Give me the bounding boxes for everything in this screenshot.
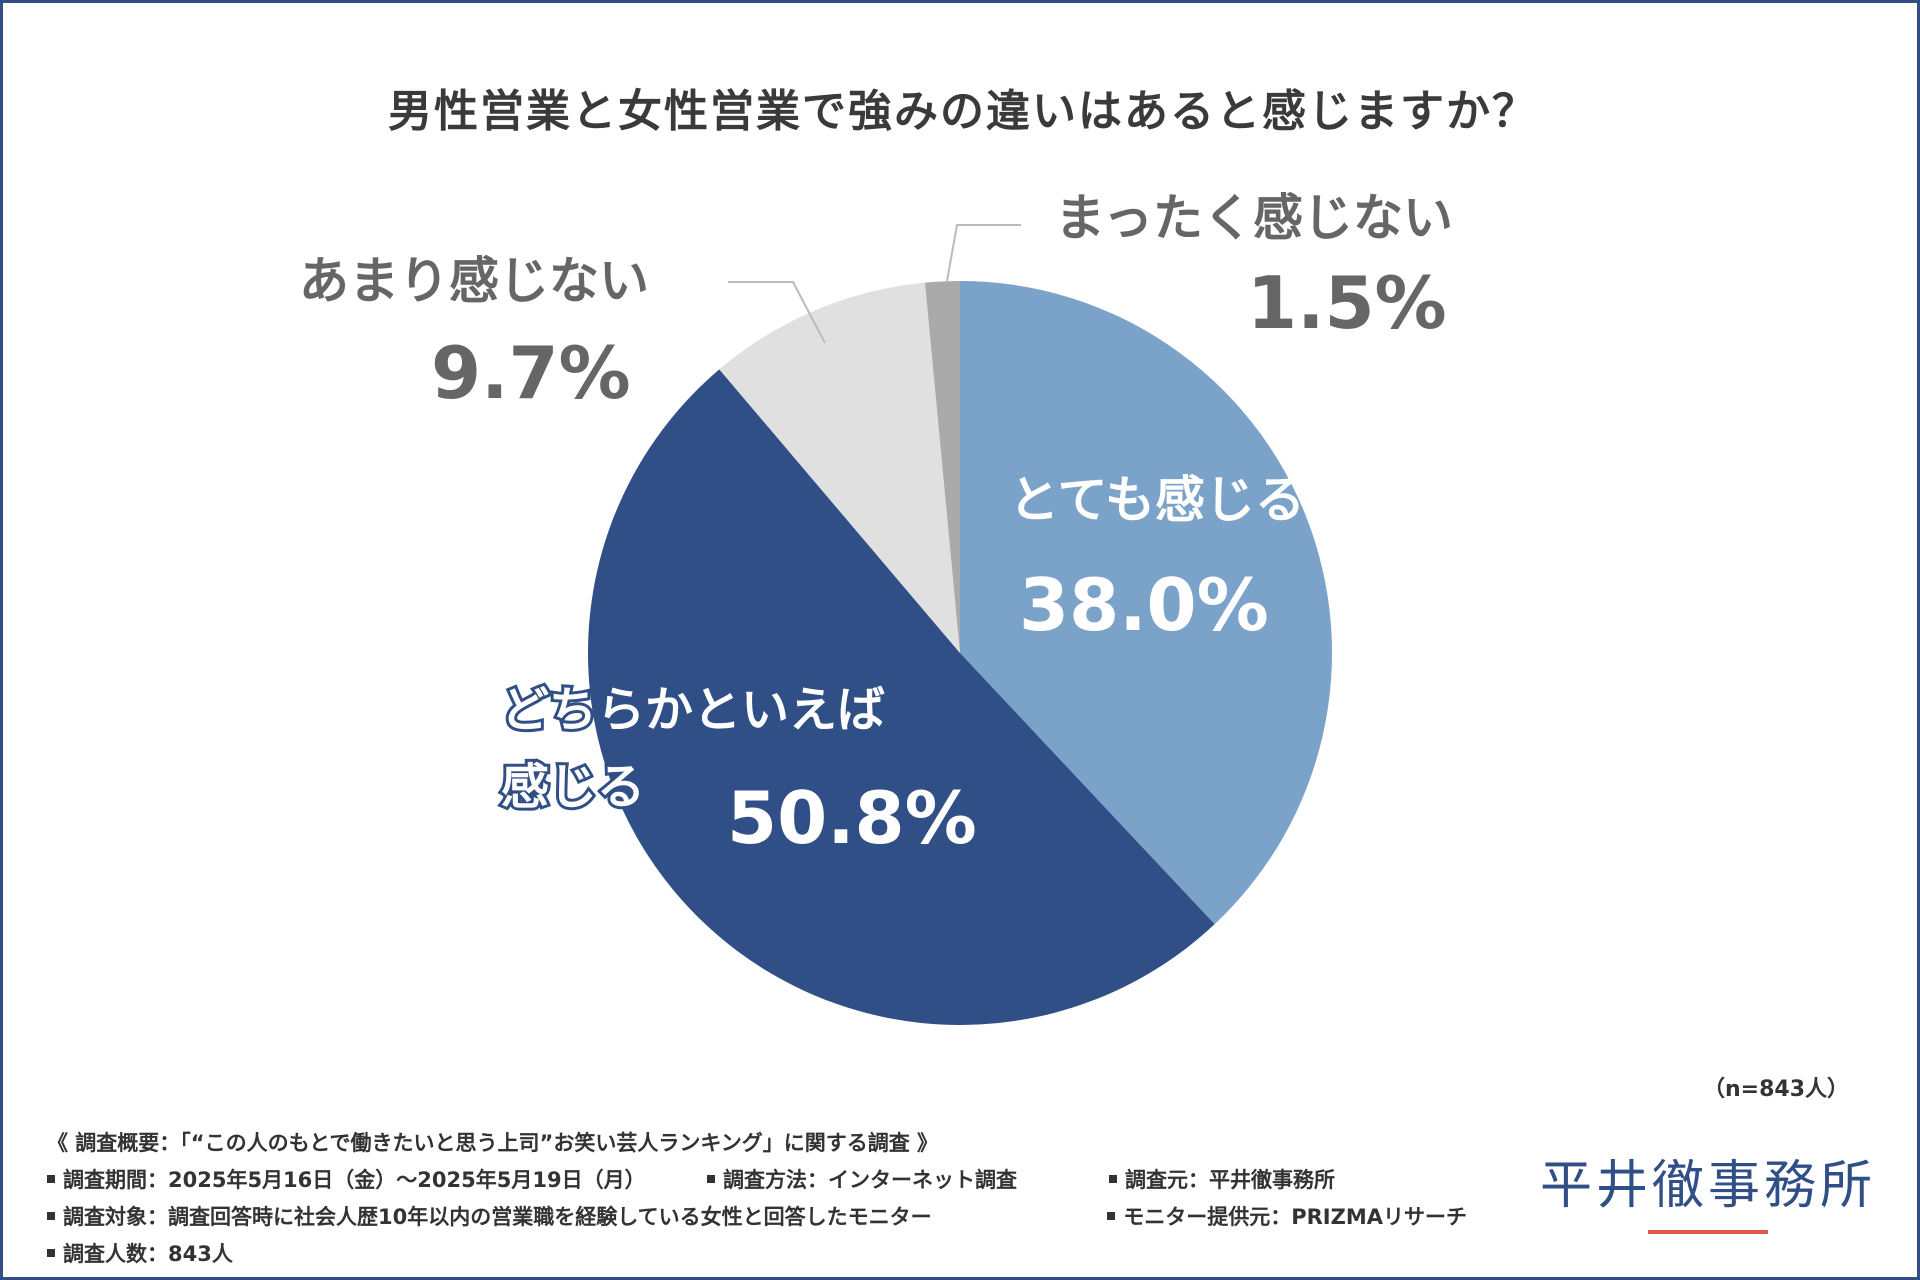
pie-slice-2: [719, 282, 960, 653]
overview-text: 《 調査概要：「“この人のもとで働きたいと思う上司”お笑い芸人ランキング」に関す…: [47, 1131, 939, 1155]
leader-line-amari: [728, 281, 826, 344]
label-totemo-value: 38.0%: [1019, 563, 1269, 647]
label-totemo-name: とても感じる: [1009, 471, 1305, 529]
pie-slice-0: [960, 280, 1333, 925]
brand-logo: 平井徹事務所: [1539, 1156, 1876, 1216]
survey-organizer: 調査元：平井徹事務所: [1125, 1168, 1335, 1192]
label-mattaku-name: まったく感じない: [1055, 189, 1453, 247]
label-dochira-line1: どちらかといえば: [501, 682, 885, 738]
pie-chart: とても感じる 38.0% どちらかといえば 感じる 50.8% あまり感じない …: [299, 189, 1453, 1026]
bullet-icon: [47, 1249, 55, 1257]
survey-count: 調査人数：843人: [63, 1242, 233, 1266]
footer-row-2: 調査対象：調査回答時に社会人歴10年以内の営業職を経験している女性と回答したモニ…: [47, 1199, 1467, 1236]
label-dochira-value: 50.8%: [727, 776, 977, 860]
pie-slice-1: [587, 369, 1215, 1026]
leader-line-mattaku: [946, 224, 1021, 282]
pie-slice-3: [924, 281, 960, 653]
survey-target: 調査対象：調査回答時に社会人歴10年以内の営業職を経験している女性と回答したモニ…: [63, 1205, 932, 1229]
label-mattaku-value: 1.5%: [1247, 261, 1447, 345]
label-amari-name: あまり感じない: [299, 252, 649, 310]
sample-size: （n=843人）: [1703, 1077, 1850, 1102]
chart-title: 男性営業と女性営業で強みの違いはあると感じますか？: [388, 86, 1538, 137]
label-dochira-line2: 感じる: [501, 759, 645, 815]
brand-underline: [1648, 1230, 1768, 1234]
footer-row-3: 調査人数：843人: [47, 1236, 1467, 1273]
footer-row-overview: 《 調査概要：「“この人のもとで働きたいと思う上司”お笑い芸人ランキング」に関す…: [47, 1125, 1467, 1162]
bullet-icon: [47, 1212, 55, 1220]
survey-overview: 《 調査概要：「“この人のもとで働きたいと思う上司”お笑い芸人ランキング」に関す…: [47, 1125, 1467, 1273]
bullet-icon: [47, 1175, 55, 1183]
bullet-icon: [1109, 1175, 1117, 1183]
survey-method: 調査方法：インターネット調査: [723, 1168, 1017, 1192]
bullet-icon: [1107, 1212, 1116, 1220]
footer-row-1: 調査期間：2025年5月16日（金）～2025年5月19日（月） 調査方法：イン…: [47, 1162, 1467, 1199]
monitor-provider: モニター提供元：PRIZMAリサーチ: [1123, 1205, 1467, 1229]
bullet-icon: [707, 1175, 715, 1183]
survey-period: 調査期間：2025年5月16日（金）～2025年5月19日（月）: [63, 1168, 646, 1192]
label-amari-value: 9.7%: [431, 331, 631, 415]
